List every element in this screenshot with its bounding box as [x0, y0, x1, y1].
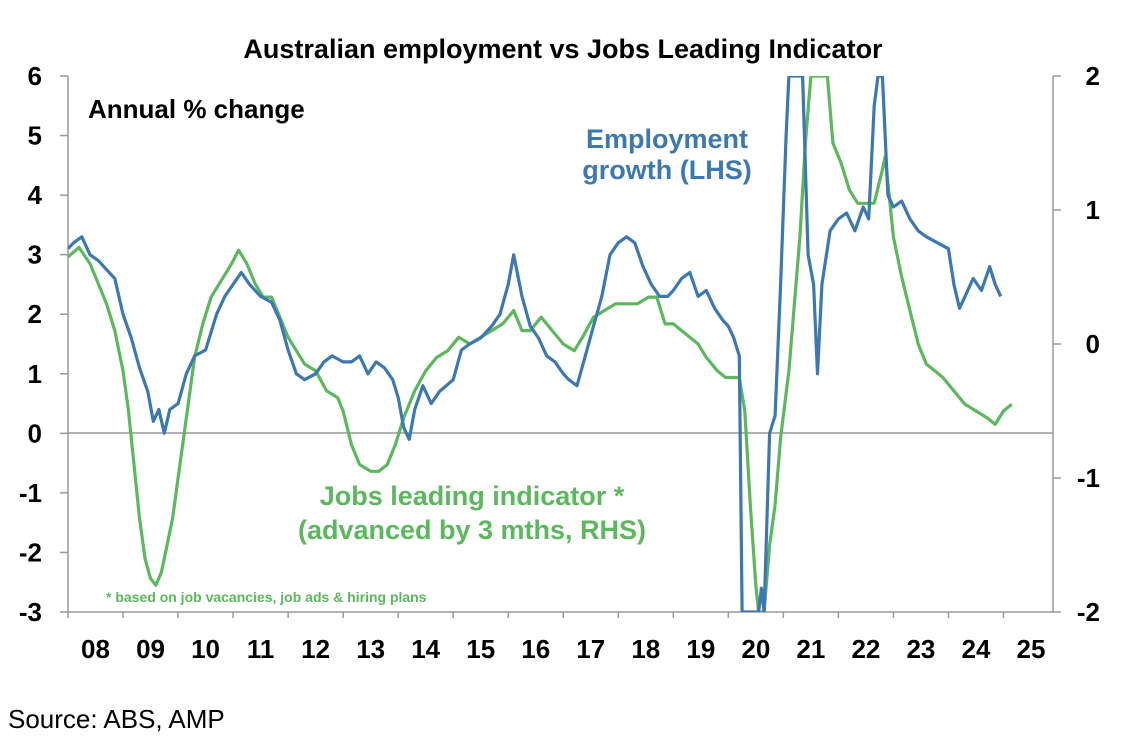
x-tick-label: 23 [906, 634, 935, 664]
x-tick-label: 20 [741, 634, 770, 664]
left-tick-label: 2 [28, 299, 42, 329]
right-tick-label: 2 [1086, 61, 1100, 91]
right-tick-label: 1 [1086, 195, 1100, 225]
x-tick-label: 08 [81, 634, 110, 664]
chart: Australian employment vs Jobs Leading In… [19, 34, 1100, 664]
x-tick-label: 14 [411, 634, 440, 664]
employment-series-label: Employment growth (LHS) [582, 124, 751, 185]
left-tick-label: 5 [28, 121, 42, 151]
employment-line [68, 76, 1003, 612]
x-tick-label: 13 [356, 634, 385, 664]
x-tick-label: 16 [521, 634, 550, 664]
jobs-leading-label-line-2: (advanced by 3 mths, RHS) [298, 515, 646, 545]
employment-label-line-2: growth (LHS) [582, 155, 751, 185]
x-tick-label: 11 [247, 634, 275, 664]
x-axis-ticks: 08 09 10 11 12 13 14 15 16 17 18 19 20 21 22 23 24 25 [67, 612, 1046, 664]
plot-area [67, 76, 1054, 613]
source-note: Source: ABS, AMP [8, 704, 225, 734]
x-tick-label: 25 [1017, 634, 1046, 664]
right-tick-label: 0 [1086, 329, 1100, 359]
x-tick-label: 15 [466, 634, 495, 664]
x-tick-label: 10 [191, 634, 220, 664]
right-tick-label: -1 [1077, 463, 1100, 493]
x-tick-label: 09 [136, 634, 165, 664]
x-tick-label: 21 [796, 634, 825, 664]
annotation-label: Annual % change [88, 94, 305, 124]
x-tick-label: 12 [301, 634, 330, 664]
jobs-leading-series-label: Jobs leading indicator * (advanced by 3 … [298, 481, 646, 545]
right-axis-ticks: 2 1 0 -1 -2 [1053, 61, 1100, 627]
left-tick-label: 3 [28, 240, 42, 270]
left-tick-label: 4 [28, 180, 43, 210]
x-tick-label: 17 [576, 634, 605, 664]
jobs-leading-line [68, 76, 1013, 612]
footnote: * based on job vacancies, job ads & hiri… [106, 589, 427, 605]
left-tick-label: 6 [28, 61, 42, 91]
chart-title: Australian employment vs Jobs Leading In… [243, 34, 883, 64]
series-layer [68, 76, 1013, 612]
x-tick-label: 19 [686, 634, 715, 664]
left-axis-ticks: 6 5 4 3 2 1 0 -1 -2 -3 [19, 61, 68, 627]
left-tick-label: -1 [19, 478, 42, 508]
x-tick-label: 24 [961, 634, 990, 664]
employment-label-line-1: Employment [586, 124, 748, 154]
jobs-leading-label-line-1: Jobs leading indicator * [320, 481, 625, 511]
left-tick-label: 0 [28, 418, 42, 448]
left-tick-label: 1 [28, 359, 42, 389]
x-tick-label: 18 [631, 634, 660, 664]
left-tick-label: -3 [19, 597, 42, 627]
left-tick-label: -2 [19, 537, 42, 567]
x-tick-label: 22 [851, 634, 880, 664]
right-tick-label: -2 [1077, 597, 1100, 627]
